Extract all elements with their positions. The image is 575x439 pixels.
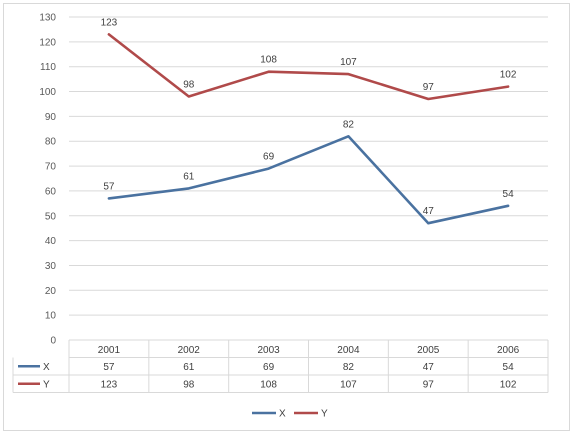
table-cell: 61	[183, 362, 195, 373]
data-label-y: 98	[183, 80, 195, 91]
data-label-x: 57	[103, 181, 115, 192]
y-tick-label: 130	[39, 13, 56, 24]
table-cell: 98	[183, 379, 195, 390]
data-label-x: 82	[343, 119, 355, 130]
table-cell: 107	[340, 379, 357, 390]
table-series-name: X	[43, 362, 50, 373]
chart-border	[3, 3, 570, 431]
x-category-label: 2001	[98, 345, 121, 356]
data-label-y: 97	[423, 82, 435, 93]
x-category-label: 2004	[337, 345, 360, 356]
data-table: 2001 2002 2003 2004 2005 2006 X 57 61 69 82 47 54 Y 12…	[12, 340, 549, 393]
y-tick-label: 90	[45, 112, 57, 123]
series-group	[107, 33, 510, 225]
y-tick-label: 100	[39, 87, 56, 98]
y-tick-label: 10	[45, 311, 57, 322]
y-tick-label: 30	[45, 261, 57, 272]
legend-label-y: Y	[321, 409, 328, 420]
y-axis-ticks: 0 10 20 30 40 50 60 70 80 90 100 110 120 130	[39, 13, 56, 347]
y-tick-label: 80	[45, 137, 57, 148]
series-line-y	[107, 33, 510, 101]
table-series-name: Y	[43, 379, 50, 390]
y-tick-label: 0	[50, 336, 56, 347]
table-cell: 69	[263, 362, 275, 373]
data-label-y: 108	[260, 55, 277, 66]
table-cell: 97	[423, 379, 435, 390]
y-tick-label: 60	[45, 186, 57, 197]
data-label-y: 102	[500, 70, 517, 81]
y-tick-label: 50	[45, 211, 57, 222]
y-tick-label: 20	[45, 286, 57, 297]
x-category-label: 2003	[257, 345, 280, 356]
data-label-y: 107	[340, 57, 357, 68]
y-tick-label: 40	[45, 236, 57, 247]
table-cell: 54	[503, 362, 515, 373]
table-cell: 123	[101, 379, 118, 390]
x-category-label: 2005	[417, 345, 440, 356]
table-cell: 47	[423, 362, 435, 373]
data-label-y: 123	[101, 17, 118, 28]
table-cell: 57	[103, 362, 115, 373]
data-labels: 57 61 69 82 47 54 123 98 108 107 97 102	[101, 17, 517, 217]
x-category-label: 2006	[497, 345, 520, 356]
data-label-x: 54	[503, 189, 515, 200]
table-cell: 108	[260, 379, 277, 390]
series-line-x	[107, 135, 510, 225]
y-tick-label: 120	[39, 37, 56, 48]
y-tick-label: 110	[40, 62, 56, 73]
table-cell: 102	[500, 379, 517, 390]
x-category-label: 2002	[178, 345, 201, 356]
table-cell: 82	[343, 362, 355, 373]
legend-label-x: X	[279, 409, 286, 420]
data-label-x: 47	[423, 206, 435, 217]
data-label-x: 61	[183, 171, 195, 182]
y-tick-label: 70	[45, 162, 57, 173]
data-label-x: 69	[263, 152, 275, 163]
